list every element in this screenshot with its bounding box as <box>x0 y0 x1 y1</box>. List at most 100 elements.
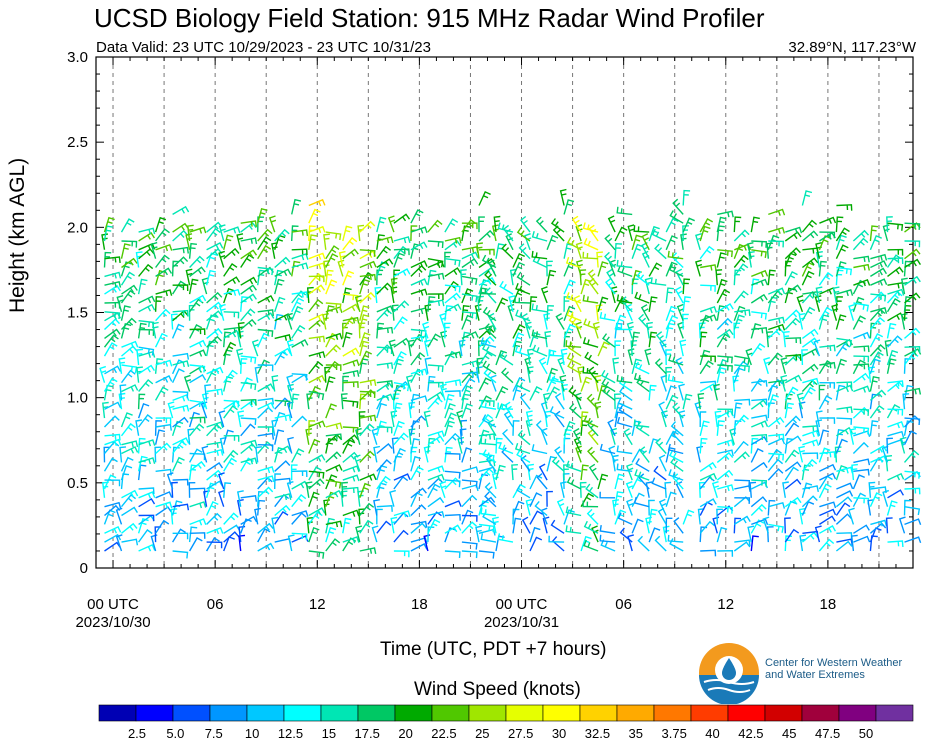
wind-barb <box>818 260 827 277</box>
colorbar-tick-label: 7.5 <box>205 726 223 741</box>
wind-barb <box>291 291 309 298</box>
wind-barb <box>138 346 155 356</box>
wind-barb <box>461 311 478 320</box>
wind-barb <box>188 482 196 498</box>
wind-barb <box>625 481 634 499</box>
wind-barb <box>286 312 294 330</box>
wind-barb <box>835 496 853 508</box>
wind-barb <box>798 445 805 463</box>
wind-barb <box>716 367 727 383</box>
x-tick-date-label: 2023/10/31 <box>484 614 559 631</box>
wind-barb <box>671 429 684 446</box>
wind-barb <box>886 335 903 348</box>
wind-barb <box>531 329 548 340</box>
wind-barb <box>274 296 286 313</box>
wind-barb <box>751 398 768 406</box>
wind-barb <box>750 447 764 463</box>
wind-barb <box>155 289 173 297</box>
wind-barb <box>699 520 715 534</box>
wind-barb <box>633 419 650 428</box>
wind-barb <box>478 216 485 233</box>
wind-barb <box>550 218 565 233</box>
wind-barb <box>461 293 478 303</box>
wind-barb <box>853 535 871 543</box>
wind-barb <box>548 535 565 543</box>
wind-barb <box>586 508 599 525</box>
wind-barb <box>579 481 587 498</box>
wind-barb <box>325 538 341 552</box>
wind-barb <box>240 399 257 410</box>
wind-barb <box>588 366 599 384</box>
wind-barb <box>768 316 785 324</box>
wind-barb <box>359 473 377 481</box>
wind-barb <box>734 364 750 373</box>
wind-barb <box>291 470 308 478</box>
wind-barb <box>733 254 749 268</box>
colorbar-tick-label: 20 <box>398 726 412 741</box>
wind-barb <box>717 439 735 447</box>
wind-barb <box>154 358 164 374</box>
wind-barb <box>155 267 173 277</box>
wind-barb <box>205 537 220 552</box>
wind-barb <box>682 217 695 233</box>
wind-barb <box>835 465 848 481</box>
wind-barb <box>668 469 684 481</box>
x-tick-label: 12 <box>309 596 326 613</box>
colorbar-tick-label: 30 <box>552 726 566 741</box>
wind-barb <box>274 347 292 357</box>
wind-barb <box>853 426 870 435</box>
wind-barb <box>240 249 258 260</box>
wind-barb <box>768 226 786 234</box>
wind-barb <box>780 357 788 374</box>
wind-barb <box>887 540 904 548</box>
wind-barb <box>751 414 768 422</box>
wind-barb <box>439 481 447 499</box>
wind-barb <box>520 455 531 472</box>
wind-barb <box>668 263 684 278</box>
wind-barb <box>716 303 734 313</box>
wind-barb <box>376 261 388 277</box>
wind-barb <box>768 323 786 332</box>
wind-barb <box>512 261 525 277</box>
wind-barb <box>410 466 424 481</box>
wind-barb <box>675 268 684 286</box>
wind-barb <box>427 375 436 392</box>
wind-barb <box>393 300 410 313</box>
wind-barb <box>512 508 520 525</box>
wind-barb <box>410 264 427 277</box>
wind-barb <box>376 464 388 481</box>
wind-barb <box>784 422 800 437</box>
wind-barb <box>782 481 789 498</box>
wind-barb <box>885 517 893 534</box>
wind-barb <box>484 482 497 499</box>
wind-barb <box>240 276 258 286</box>
wind-barb <box>733 305 746 321</box>
wind-barb <box>600 369 616 384</box>
wind-barb <box>514 442 531 455</box>
wind-barb <box>563 323 576 339</box>
wind-barb <box>714 410 722 428</box>
wind-barb <box>155 375 173 384</box>
wind-barb <box>675 481 684 499</box>
wind-barb <box>819 501 837 509</box>
wind-barb <box>848 507 855 525</box>
wind-barb <box>287 534 295 552</box>
wind-barb <box>223 434 240 442</box>
wind-barb <box>767 416 785 428</box>
wind-barb <box>240 518 252 534</box>
wind-barb <box>104 301 121 309</box>
x-tick-label: 18 <box>820 596 837 613</box>
wind-barb <box>597 341 610 357</box>
wind-barb <box>99 365 107 383</box>
wind-barb <box>427 364 444 373</box>
wind-barb <box>836 406 853 414</box>
colorbar-segment <box>764 704 803 722</box>
wind-barb <box>257 236 272 251</box>
x-tick-label: 18 <box>411 596 428 613</box>
wind-barb <box>290 464 298 481</box>
wind-barb <box>376 245 392 260</box>
wind-barb <box>359 249 376 257</box>
wind-barb <box>461 403 473 419</box>
wind-barb <box>120 369 136 384</box>
wind-barb <box>325 279 338 295</box>
